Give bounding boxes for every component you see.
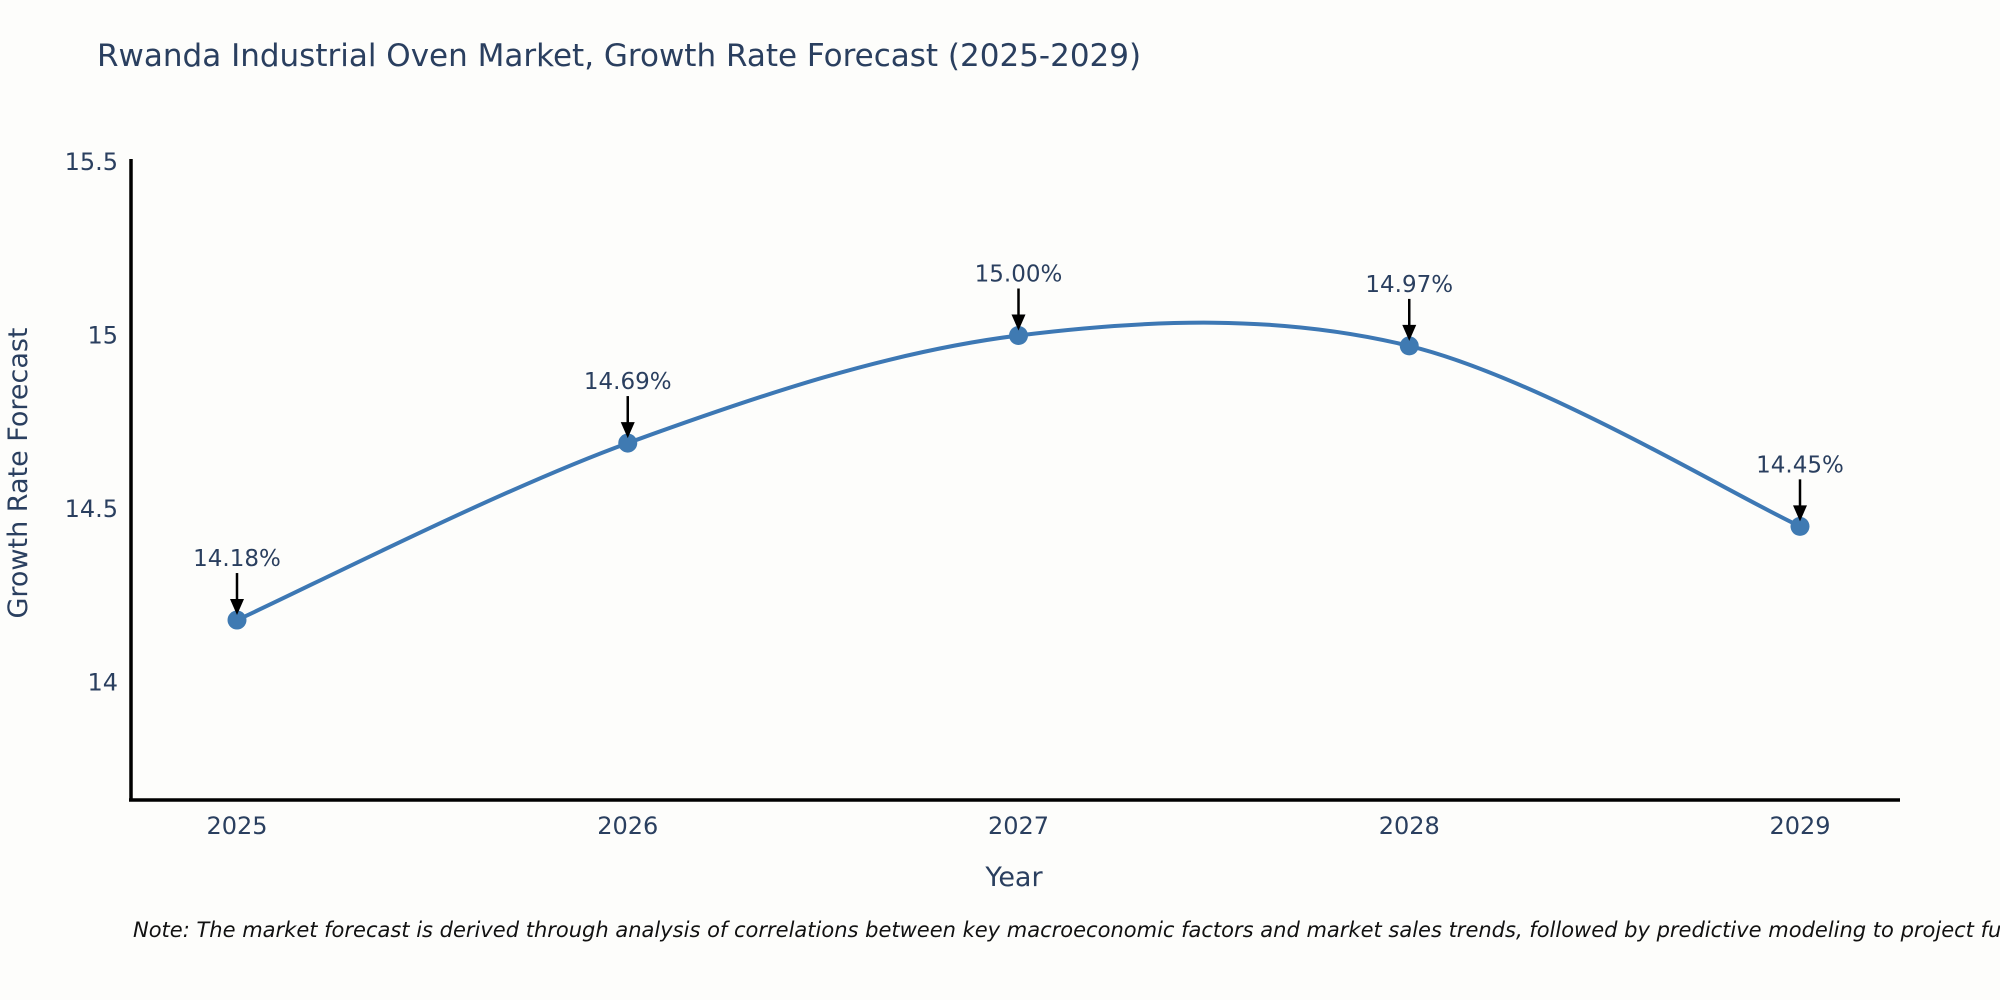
- y-axis-ticks: 15.5 15 14.5 14: [65, 148, 118, 697]
- point-value-label: 14.97%: [1365, 272, 1453, 298]
- annotation-arrowhead-icon: [1011, 314, 1026, 331]
- annotation-arrowhead-icon: [230, 599, 244, 616]
- point-value-label: 15.00%: [975, 262, 1063, 288]
- data-point-marker: [1399, 336, 1419, 356]
- y-tick-label: 15: [87, 322, 118, 350]
- point-value-label: 14.45%: [1756, 452, 1844, 478]
- point-annotations: 14.18% 14.69% 15.00% 14.97% 14.45%: [193, 262, 1844, 616]
- x-axis-ticks: 2025 2026 2027 2028 2029: [206, 812, 1830, 840]
- y-tick-label: 14: [87, 669, 118, 697]
- data-point-marker: [1009, 326, 1028, 345]
- footnote: Note: The market forecast is derived thr…: [133, 918, 2000, 942]
- x-axis-title: Year: [984, 862, 1043, 893]
- x-tick-label: 2029: [1769, 812, 1830, 840]
- x-tick-label: 2028: [1379, 812, 1440, 840]
- series-line: [236, 320, 1801, 622]
- point-value-label: 14.18%: [193, 546, 281, 572]
- series-growth-rate: [227, 320, 1810, 630]
- x-tick-label: 2025: [206, 812, 267, 840]
- annotation-arrowhead-icon: [620, 422, 635, 439]
- y-axis-title: Growth Rate Forecast: [3, 327, 34, 618]
- y-tick-label: 14.5: [65, 495, 118, 523]
- data-point-marker: [1790, 516, 1810, 536]
- annotation-arrowhead-icon: [1402, 324, 1417, 341]
- chart-title: Rwanda Industrial Oven Market, Growth Ra…: [97, 38, 1141, 74]
- annotation-arrowhead-icon: [1793, 505, 1807, 522]
- y-tick-label: 15.5: [65, 148, 118, 176]
- x-tick-label: 2026: [597, 812, 658, 840]
- x-tick-label: 2027: [988, 812, 1049, 840]
- data-point-marker: [227, 610, 247, 630]
- point-value-label: 14.69%: [584, 369, 672, 395]
- data-point-marker: [618, 433, 638, 453]
- axes: [129, 159, 1900, 802]
